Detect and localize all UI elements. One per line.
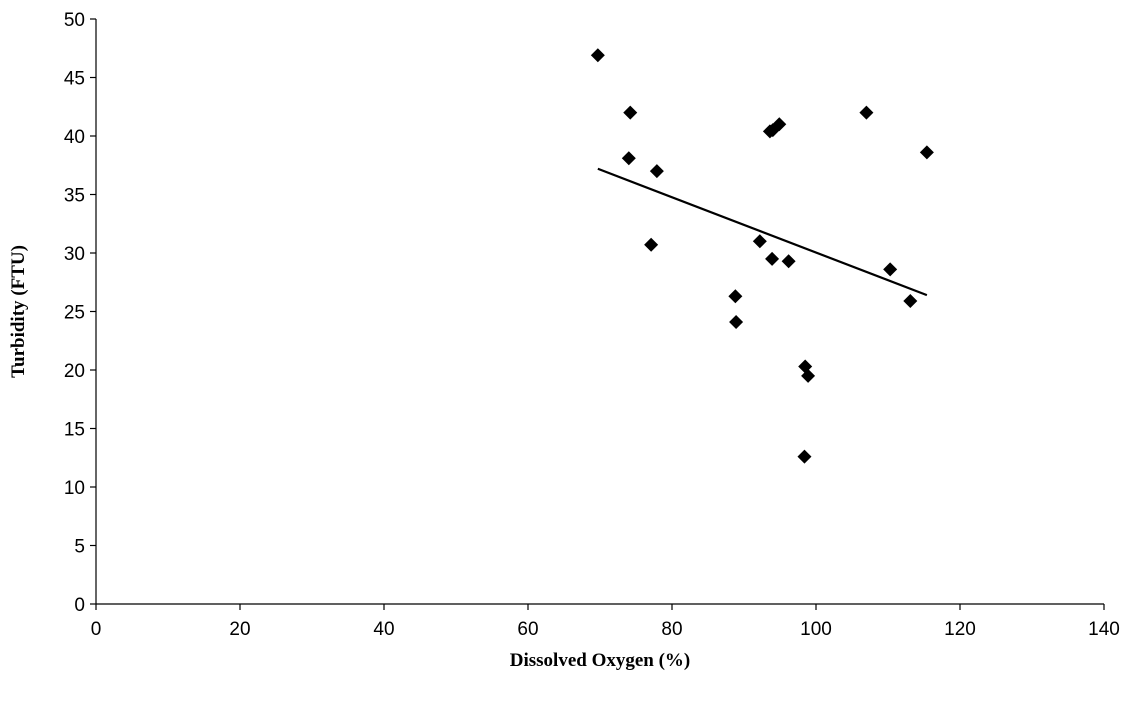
x-tick-label: 0 xyxy=(91,619,102,640)
data-point xyxy=(859,105,874,120)
data-point xyxy=(649,164,664,179)
y-tick-label: 35 xyxy=(64,186,85,207)
data-point xyxy=(729,315,744,330)
data-point xyxy=(883,262,898,277)
x-tick-label: 140 xyxy=(1088,619,1120,640)
trendline xyxy=(597,167,928,297)
x-tick-label: 120 xyxy=(944,619,976,640)
data-point xyxy=(797,449,812,464)
data-point xyxy=(801,368,816,383)
data-point xyxy=(644,237,659,252)
y-tick-label: 10 xyxy=(64,478,85,499)
x-ticks: 0 20 40 60 80 100 120 140 xyxy=(91,604,1120,640)
y-axis-title: Turbidity (FTU) xyxy=(8,245,29,378)
x-tick-label: 40 xyxy=(373,619,394,640)
x-tick-label: 80 xyxy=(661,619,682,640)
x-tick-label: 100 xyxy=(800,619,832,640)
x-tick-label: 60 xyxy=(517,619,538,640)
plot-area: 0 5 10 15 20 25 30 35 40 45 50 0 20 40 60 80 100 120 140 xyxy=(64,10,1120,640)
y-tick-label: 20 xyxy=(64,361,85,382)
data-point xyxy=(590,48,605,63)
data-point xyxy=(623,105,638,120)
data-point xyxy=(903,293,918,308)
trendline-group xyxy=(597,167,928,297)
data-point xyxy=(765,251,780,266)
y-tick-label: 30 xyxy=(64,244,85,265)
y-tick-label: 50 xyxy=(64,10,85,31)
y-tick-label: 40 xyxy=(64,127,85,148)
x-axis-title: Dissolved Oxygen (%) xyxy=(510,650,691,671)
data-point xyxy=(781,254,796,269)
y-tick-label: 25 xyxy=(64,303,85,324)
data-point xyxy=(621,151,636,166)
y-tick-label: 5 xyxy=(74,537,85,558)
y-tick-label: 0 xyxy=(74,595,85,616)
y-ticks: 0 5 10 15 20 25 30 35 40 45 50 xyxy=(64,10,96,616)
y-tick-label: 15 xyxy=(64,420,85,441)
data-point xyxy=(919,145,934,160)
y-tick-label: 45 xyxy=(64,69,85,90)
data-point xyxy=(772,117,787,132)
data-point xyxy=(752,234,767,249)
data-point xyxy=(728,289,743,304)
x-tick-label: 20 xyxy=(229,619,250,640)
data-points xyxy=(590,48,934,464)
